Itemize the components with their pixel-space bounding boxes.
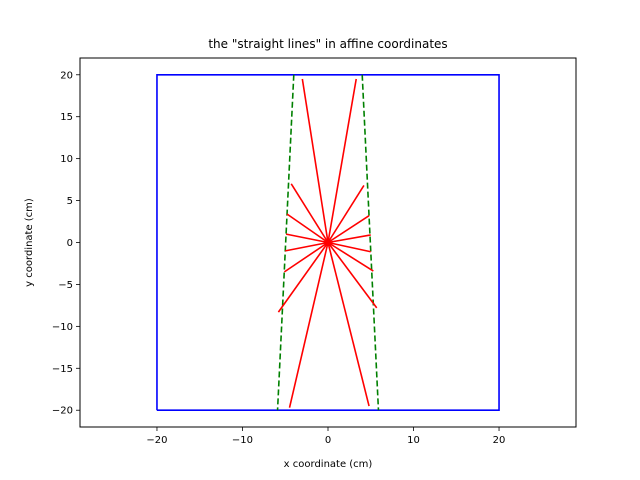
ray-line xyxy=(327,234,371,244)
plot-area xyxy=(156,73,500,412)
y-tick-label: −20 xyxy=(52,406,73,417)
ray-line xyxy=(285,233,329,244)
ray-line xyxy=(301,78,329,243)
y-tick-label: 5 xyxy=(67,196,73,207)
chart-title: the "straight lines" in affine coordinat… xyxy=(208,37,447,51)
ray-line xyxy=(327,241,374,272)
x-tick-label: 10 xyxy=(407,435,420,446)
ray-line xyxy=(285,241,329,252)
ray-line xyxy=(327,242,370,407)
x-tick-label: 0 xyxy=(325,435,331,446)
y-tick-label: −5 xyxy=(58,280,73,291)
x-tick-label: −10 xyxy=(232,435,253,446)
ray-line xyxy=(327,242,378,309)
y-tick-label: 15 xyxy=(60,112,73,123)
y-tick-label: 10 xyxy=(60,154,73,165)
axes-frame xyxy=(79,57,577,428)
ray-line xyxy=(277,242,329,313)
ray-line xyxy=(286,213,329,244)
square-boundary-line xyxy=(156,73,500,412)
ray-line xyxy=(327,185,365,243)
ray-line xyxy=(283,241,329,273)
dashed-boundary-line xyxy=(361,74,380,411)
ray-line xyxy=(290,183,329,243)
x-axis-label: x coordinate (cm) xyxy=(284,459,373,470)
y-tick-label: 0 xyxy=(67,238,73,249)
dashed-boundary-line xyxy=(276,74,295,411)
y-tick-label: −15 xyxy=(52,364,73,375)
ray-line xyxy=(327,78,358,243)
ray-line xyxy=(327,241,371,253)
ray-line xyxy=(327,214,370,244)
x-tick-label: −20 xyxy=(146,435,167,446)
y-tick-label: −10 xyxy=(52,322,73,333)
ray-line xyxy=(288,242,329,408)
x-tick-label: 20 xyxy=(493,435,506,446)
y-tick-label: 20 xyxy=(60,70,73,81)
y-axis-label: y coordinate (cm) xyxy=(24,198,35,287)
axis-ticks: −20 −10 0 10 20 −20 −15 −10 −5 0 5 10 15 20 xyxy=(52,70,506,446)
